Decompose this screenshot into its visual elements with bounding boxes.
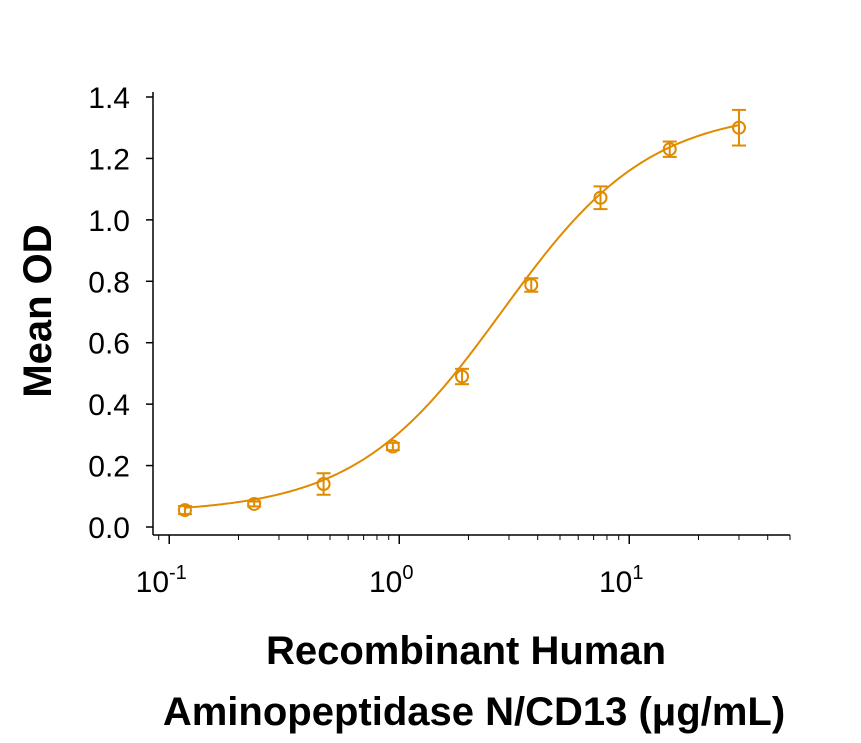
x-tick-label-exponent: 0 (402, 562, 413, 584)
y-tick-label: 0.4 (88, 389, 130, 422)
axes-layer: 0.00.20.40.60.81.01.21.410-1 100 101 (88, 82, 791, 599)
data-point (385, 439, 400, 454)
y-tick-label: 0.0 (88, 512, 130, 545)
x-tick-label: 100 (369, 562, 414, 599)
x-tick-label-base: 10 (599, 566, 632, 599)
x-tick-label-exponent: 1 (632, 562, 643, 584)
y-axis-title: Mean OD (16, 224, 60, 397)
x-axis-title-line2: Aminopeptidase N/CD13 (μg/mL) (163, 690, 785, 734)
data-point (316, 477, 331, 491)
data-point (177, 503, 192, 518)
data-point (593, 190, 608, 205)
data-point (247, 496, 262, 511)
data-point (455, 369, 470, 384)
y-tick-label: 1.2 (88, 143, 130, 176)
data-point (662, 142, 677, 157)
x-tick-label: 10-1 (136, 562, 187, 599)
data-point (524, 277, 539, 292)
x-tick-label-base: 10 (369, 566, 402, 599)
y-tick-label: 0.8 (88, 266, 130, 299)
y-tick-label: 1.0 (88, 205, 130, 238)
x-tick-label-base: 10 (136, 566, 169, 599)
marks-layer (177, 108, 746, 518)
fit-curve (184, 124, 740, 509)
labels-layer: Mean OD Recombinant Human Aminopeptidase… (16, 224, 785, 734)
y-tick-label: 0.2 (88, 451, 130, 484)
y-tick-label: 1.4 (88, 82, 130, 115)
x-axis-title-line1: Recombinant Human (266, 629, 666, 673)
x-tick-label-exponent: -1 (169, 562, 187, 584)
data-point (731, 120, 746, 135)
y-tick-label: 0.6 (88, 328, 130, 361)
x-tick-label: 101 (599, 562, 644, 599)
